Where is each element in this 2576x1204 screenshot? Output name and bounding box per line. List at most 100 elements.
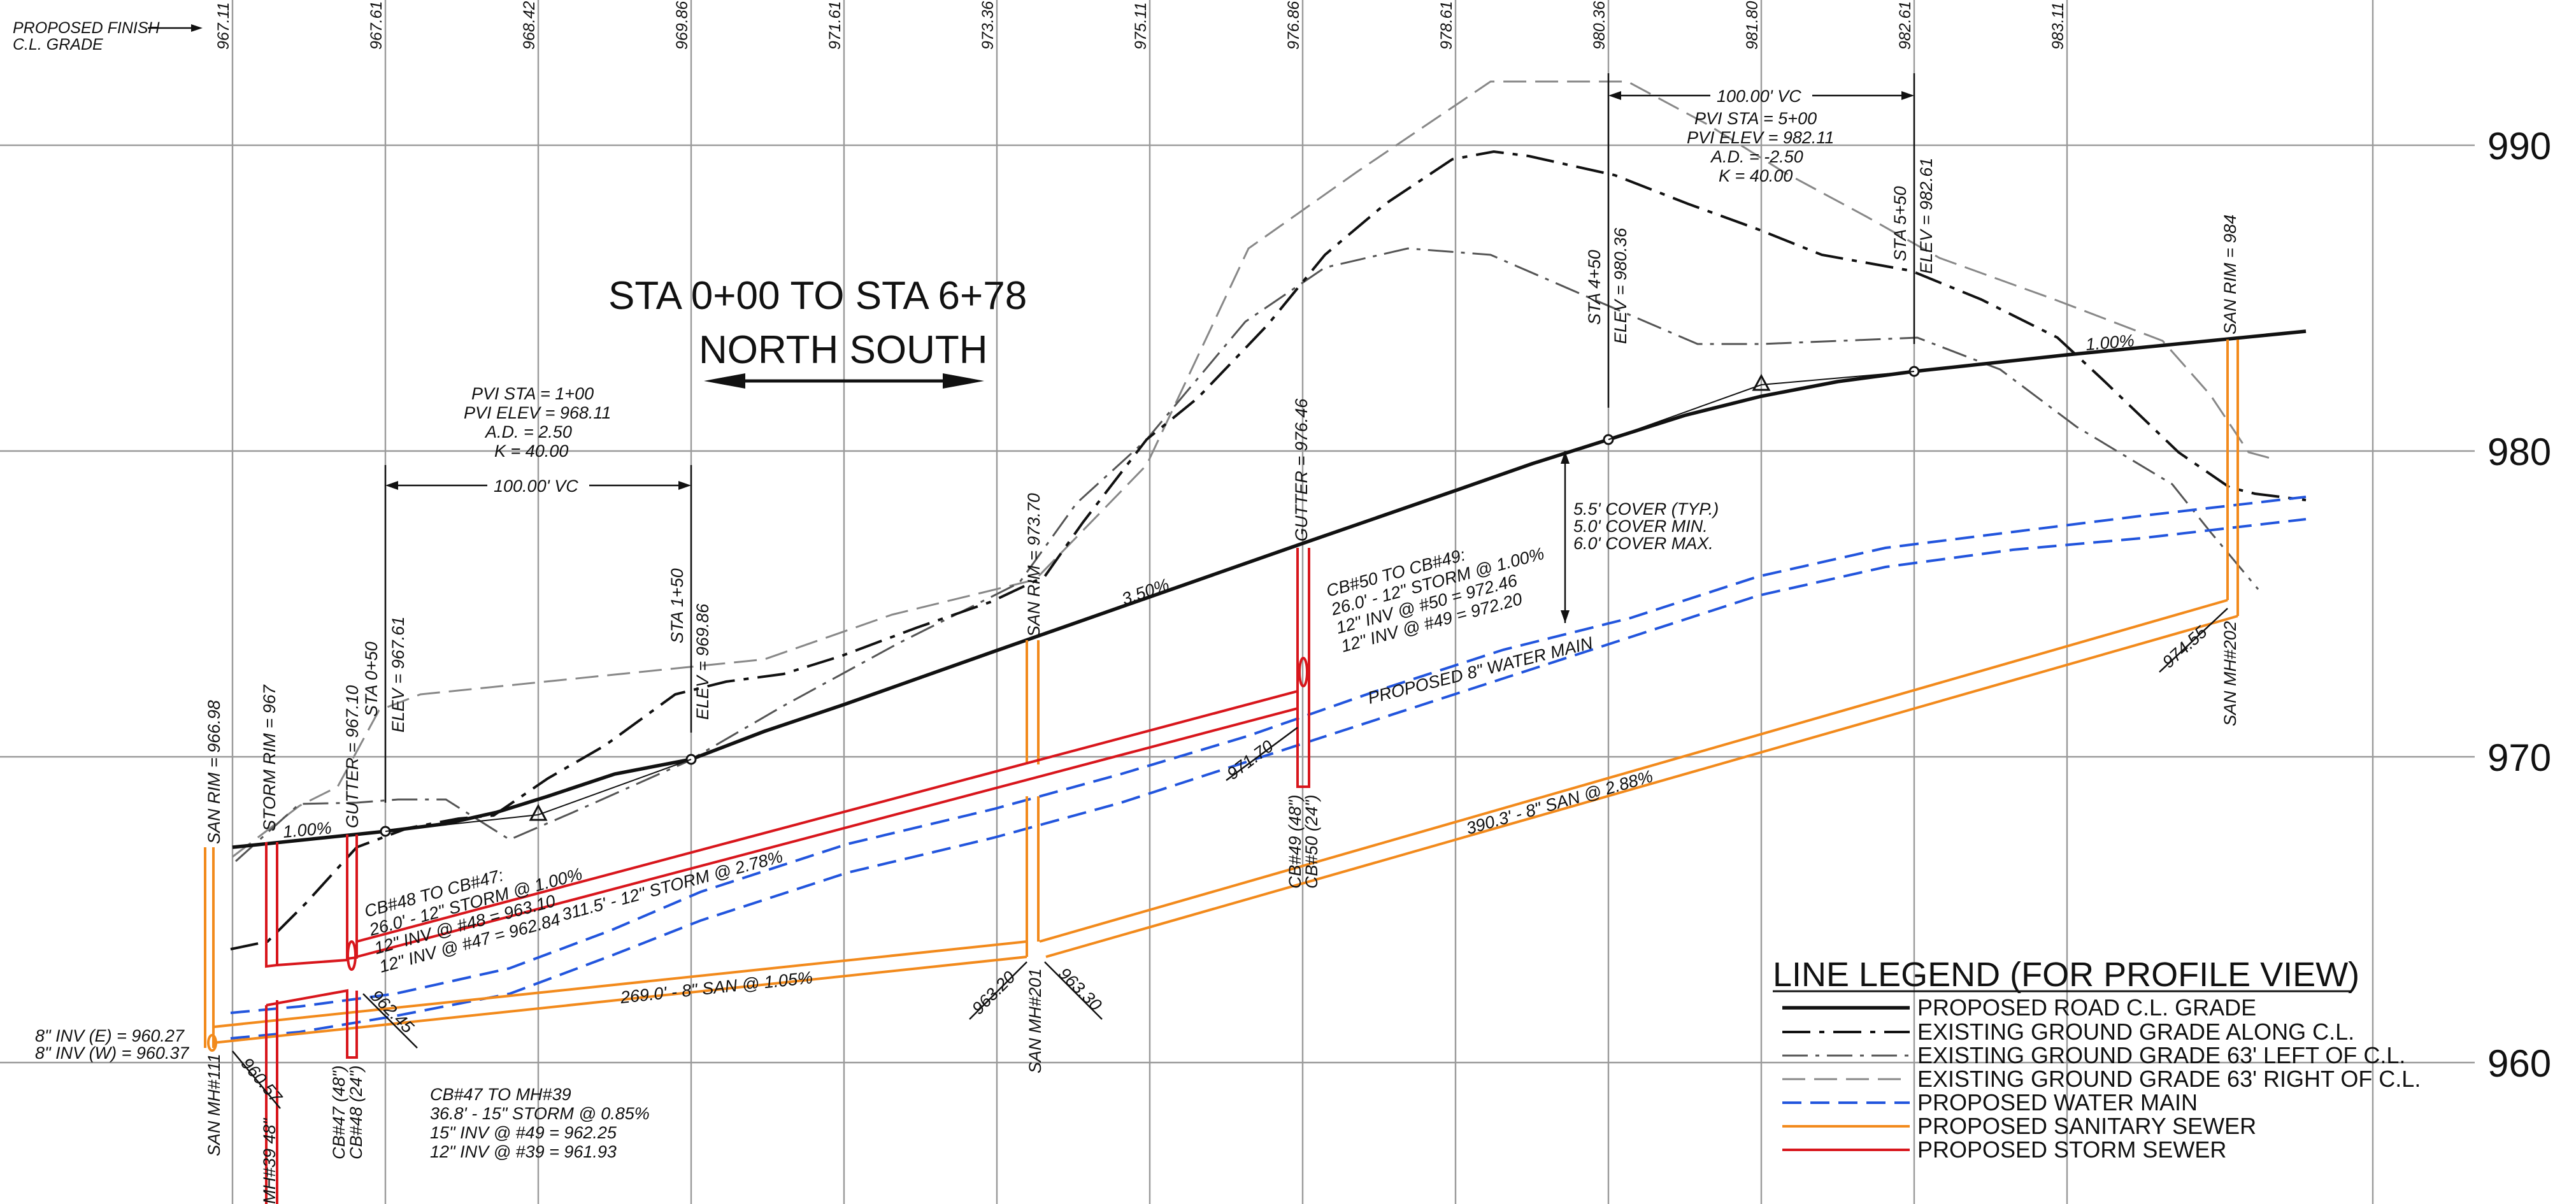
inv-e-label: 8" INV (E) = 960.27	[35, 1026, 185, 1045]
vertical-curve-2: 100.00' VC PVI STA = 5+00 PVI ELEV = 982…	[1607, 73, 1915, 408]
elevation-label: 990	[2487, 125, 2551, 168]
elevation-annotation: ELEV = 967.61	[389, 617, 408, 733]
structure-label: MH#39 48"	[260, 1117, 279, 1204]
title-line-1: STA 0+00 TO STA 6+78	[608, 274, 1027, 318]
legend-item-label: PROPOSED STORM SEWER	[1917, 1136, 2226, 1163]
elevation-annotation: ELEV = 982.61	[1917, 158, 1936, 274]
station-label: 973.36	[979, 1, 997, 50]
note-line: 15" INV @ #49 = 962.25	[430, 1123, 617, 1142]
vertical-curve-1: 100.00' VC PVI STA = 1+00 PVI ELEV = 968…	[384, 384, 692, 803]
cb48-to-cb47-note: CB#48 TO CB#47: 26.0' - 12" STORM @ 1.00…	[362, 864, 585, 977]
pvi-sta: PVI STA = 5+00	[1694, 109, 1817, 128]
station-label: 967.61	[368, 1, 385, 50]
structure-label: SAN MH#202	[2221, 621, 2240, 726]
k-value: K = 40.00	[1719, 166, 1792, 185]
legend-item-label: EXISTING GROUND GRADE 63' LEFT OF C.L.	[1917, 1042, 2405, 1068]
station-label: 978.61	[1438, 1, 1456, 50]
cb47-to-mh39-note: CB#47 TO MH#39 36.8' - 15" STORM @ 0.85%…	[430, 1085, 650, 1161]
station-label: 971.61	[826, 1, 844, 50]
structure-label: SAN MH#111	[204, 1054, 224, 1156]
invert-label: 974.55	[2159, 622, 2211, 671]
cover-note: 5.5' COVER (TYP.) 5.0' COVER MIN. 6.0' C…	[1561, 451, 1719, 623]
san-rim-label: SAN RIM = 966.98	[204, 700, 224, 844]
structure-label: SAN MH#201	[1026, 968, 1045, 1073]
existing-ground-left	[234, 247, 2259, 863]
station-label: 968.42	[520, 1, 538, 50]
invert-label: 962.45	[367, 986, 418, 1037]
station-label: 981.80	[1743, 1, 1761, 50]
k-value: K = 40.00	[494, 441, 568, 461]
existing-ground-right	[232, 80, 2278, 858]
note-line: CB#47 TO MH#39	[430, 1085, 571, 1104]
san-rim-label: SAN RIM = 973.70	[1024, 493, 1043, 637]
station-annotation: STA 0+50	[362, 641, 381, 717]
structure-label: CB#48 (24")	[347, 1065, 366, 1159]
note-line: 12" INV @ #39 = 961.93	[430, 1142, 617, 1161]
station-label: 983.11	[2049, 2, 2067, 50]
elevation-axis: 990 980 970 960	[2487, 125, 2551, 1085]
vc-length: 100.00' VC	[494, 477, 578, 496]
invert-label: 963.30	[1055, 964, 1106, 1015]
grade-label: 1.00%	[282, 818, 333, 842]
legend-title: LINE LEGEND (FOR PROFILE VIEW)	[1773, 956, 2359, 994]
station-label: 967.11	[215, 2, 233, 50]
legend-item-label: EXISTING GROUND GRADE 63' RIGHT OF C.L.	[1917, 1066, 2421, 1092]
proposed-road-cl-grade	[232, 329, 2307, 849]
grade-label: 1.00%	[2085, 331, 2135, 354]
vertical-annotations: STA 0+50 ELEV = 967.61 STA 1+50 ELEV = 9…	[204, 158, 2240, 1204]
legend-item-label: PROPOSED ROAD C.L. GRADE	[1917, 994, 2256, 1021]
existing-ground-cl	[230, 150, 2307, 950]
structure-label: CB#50 (24")	[1302, 794, 1321, 889]
profile-title: STA 0+00 TO STA 6+78 NORTH SOUTH	[608, 274, 1027, 389]
station-label: 982.61	[1896, 1, 1914, 50]
structure-label: CB#47 (48")	[329, 1065, 348, 1159]
grade-label: 3.50%	[1119, 575, 1171, 608]
structure-label: CB#49 (48")	[1285, 794, 1305, 889]
san-rim-label: SAN RIM = 984	[2221, 215, 2240, 334]
title-line-2: NORTH SOUTH	[699, 328, 988, 372]
gutter-label: GUTTER = 976.46	[1292, 398, 1311, 541]
proposed-finish-label: PROPOSED FINISH C.L. GRADE	[13, 19, 203, 54]
legend-item-label: PROPOSED WATER MAIN	[1917, 1089, 2198, 1115]
pvi-elev: PVI ELEV = 982.11	[1687, 128, 1834, 147]
proposed-sanitary-sewer	[204, 340, 2239, 1052]
pipe-annotations: CB#48 TO CB#47: 26.0' - 12" STORM @ 1.00…	[35, 451, 1719, 1161]
vc-length: 100.00' VC	[1717, 87, 1801, 106]
grade-labels: 1.00% 3.50% 1.00%	[282, 331, 2135, 842]
ad-value: A.D. = 2.50	[484, 422, 572, 441]
pvi-sta: PVI STA = 1+00	[471, 384, 594, 403]
ad-value: A.D. = -2.50	[1710, 147, 1803, 166]
gutter-label: GUTTER = 967.10	[343, 685, 362, 828]
elevation-label: 980	[2487, 431, 2551, 473]
elevation-label: 970	[2487, 736, 2551, 779]
station-annotation: STA 1+50	[668, 568, 687, 643]
station-label: 976.86	[1285, 1, 1303, 50]
invert-label: 963.20	[968, 968, 1019, 1019]
inv-w-label: 8" INV (W) = 960.37	[35, 1043, 189, 1063]
station-label: 969.86	[673, 1, 691, 50]
note-line: 5.0' COVER MIN.	[1573, 517, 1708, 536]
san-390-label: 390.3' - 8" SAN @ 2.88%	[1464, 766, 1655, 838]
elevation-label: 960	[2487, 1042, 2551, 1085]
invert-label: 971.70	[1224, 736, 1277, 784]
note-line: 5.5' COVER (TYP.)	[1573, 499, 1719, 519]
cb50-to-cb49-note: CB#50 TO CB#49: 26.0' - 12" STORM @ 1.00…	[1324, 544, 1547, 656]
legend-item-label: PROPOSED SANITARY SEWER	[1917, 1113, 2256, 1139]
storm-rim-label: STORM RIM = 967	[260, 684, 279, 831]
elevation-annotation: ELEV = 980.36	[1611, 227, 1630, 344]
note-line: 6.0' COVER MAX.	[1573, 534, 1714, 553]
station-grade-labels: 967.11 967.61 968.42 969.86 971.61 973.3…	[215, 1, 2067, 50]
pvi-elev: PVI ELEV = 968.11	[464, 403, 611, 422]
water-main-label: PROPOSED 8" WATER MAIN	[1366, 633, 1595, 708]
proposed-storm-sewer	[265, 548, 1310, 1204]
legend-item-label: EXISTING GROUND GRADE ALONG C.L.	[1917, 1019, 2354, 1045]
label-line: PROPOSED FINISH	[13, 19, 161, 37]
station-label: 980.36	[1591, 1, 1608, 50]
label-line: C.L. GRADE	[13, 36, 103, 54]
station-annotation: STA 4+50	[1585, 250, 1604, 325]
note-line: 36.8' - 15" STORM @ 0.85%	[430, 1104, 650, 1123]
station-annotation: STA 5+50	[1891, 186, 1910, 261]
elevation-annotation: ELEV = 969.86	[693, 603, 712, 720]
